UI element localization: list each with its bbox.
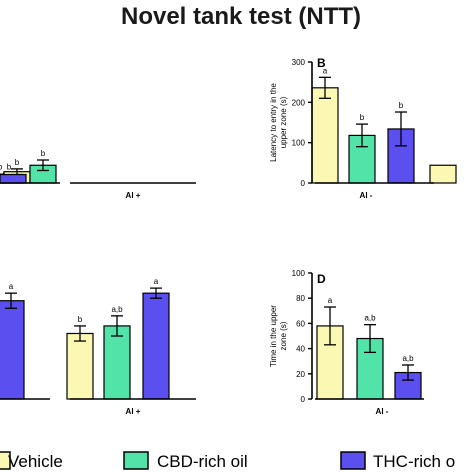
panel-a-significance-label: b [41, 149, 46, 158]
panel-d-group-label: AI - [376, 407, 389, 416]
panel-d-significance-label: a,b [364, 314, 376, 323]
panel-d-letter: D [317, 272, 326, 286]
panel-d-significance-label: a,b [402, 354, 414, 363]
panel-b-y-label: Latency to entry in the upper zone (s) [269, 83, 288, 162]
panel-d-y-label-line: Time in the upper [269, 305, 278, 367]
panel-b-y-tick-label: 0 [301, 179, 306, 188]
panel-b-significance-label: b [360, 113, 365, 122]
panel-d-y-label-line: zone (s) [279, 321, 288, 350]
panel-c-group-label: AI + [126, 407, 141, 416]
panel-d-y-tick-label: 0 [301, 395, 306, 404]
panel-b-significance-label: a [323, 66, 328, 75]
panel-c-significance-label: b [78, 315, 83, 324]
panel-a-significance-label: b [7, 162, 12, 171]
panel-b-y-tick-label: 100 [292, 139, 306, 148]
panel-b-y-tick-label: 300 [292, 58, 306, 67]
figure-title: Novel tank test (NTT) [121, 3, 361, 30]
legend-swatch-cbd [123, 451, 149, 470]
panel-b-bar [311, 87, 339, 184]
legend-swatch-vehicle [0, 451, 11, 470]
panel-b-group-label: AI - [360, 191, 373, 200]
panel-c-bar [103, 325, 131, 400]
panel-a-significance-label: b [15, 158, 20, 167]
panel-b-significance-label: b [399, 101, 404, 110]
panel-b-y-tick-label: 200 [292, 98, 306, 107]
panel-b-y-label-line: upper zone (s) [279, 96, 288, 148]
legend-label-cbd: CBD-rich oil [157, 452, 248, 471]
panel-c-bar [66, 332, 94, 400]
panel-b-letter: B [317, 56, 326, 70]
panel-c-bar [0, 300, 25, 400]
panel-d-y-tick-label: 80 [296, 294, 305, 303]
panel-c-bar [142, 292, 170, 400]
panel-c-significance-label: a [154, 277, 159, 286]
panel-c-significance-label: a [9, 282, 14, 291]
panel-d-y-tick-label: 20 [296, 370, 305, 379]
panel-d-y-tick-label: 100 [292, 269, 306, 278]
legend-label-thc: THC-rich o [373, 452, 455, 471]
panel-c-significance-label: a,b [111, 305, 123, 314]
panel-d-y-label: Time in the upper zone (s) [269, 305, 288, 367]
panel-d-y-tick-label: 40 [296, 345, 305, 354]
panel-d-significance-label: a [328, 296, 333, 305]
panel-a-group-label: AI + [126, 191, 141, 200]
panel-d-y-tick-label: 60 [296, 319, 305, 328]
legend-label-vehicle: Vehicle [8, 452, 63, 471]
panel-b-bar [429, 164, 457, 184]
legend: Vehicle CBD-rich oil THC-rich o [0, 451, 455, 471]
legend-swatch-thc [340, 451, 366, 470]
panel-b-y-label-line: Latency to entry in the [269, 83, 278, 162]
panel-a-bar [0, 173, 27, 184]
panel-a-significance-label: b [0, 162, 3, 171]
